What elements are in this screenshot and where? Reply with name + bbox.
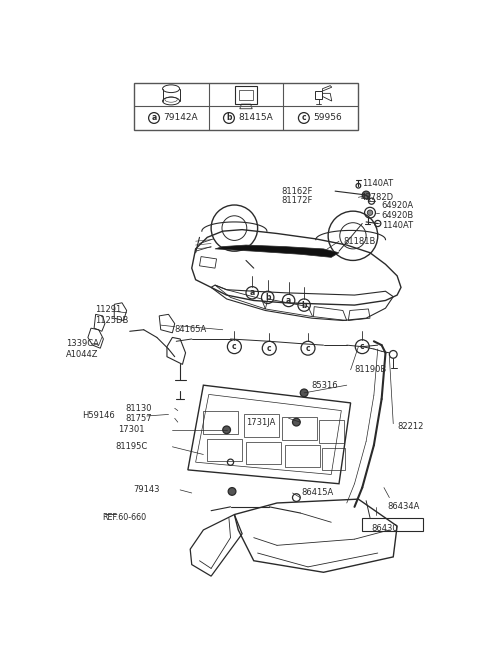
Text: 1140AT: 1140AT [362,179,394,188]
Text: 81195C: 81195C [115,442,147,451]
Polygon shape [215,245,339,257]
Text: 64920B: 64920B [382,211,414,220]
Text: b: b [226,113,232,123]
Text: 81130: 81130 [126,404,152,413]
Circle shape [362,191,370,199]
Text: 59956: 59956 [313,113,342,123]
Text: b: b [265,293,270,302]
Text: 82212: 82212 [397,422,423,431]
Text: 86415A: 86415A [302,489,334,497]
Text: 81172F: 81172F [281,196,312,205]
Text: 85316: 85316 [312,380,338,390]
Text: 79143: 79143 [133,485,159,495]
Circle shape [223,426,230,434]
Text: 64920A: 64920A [382,201,414,211]
Text: a: a [286,296,291,305]
Text: 1339CA: 1339CA [66,339,99,348]
Text: 17301: 17301 [118,425,144,434]
Text: 81415A: 81415A [238,113,273,123]
Text: c: c [232,342,237,351]
Text: c: c [360,342,365,351]
Text: REF.60-660: REF.60-660 [103,513,147,522]
Text: 81181B: 81181B [343,237,375,246]
Text: 86434A: 86434A [387,502,420,511]
Circle shape [292,419,300,426]
Text: c: c [267,344,272,353]
Text: 43782D: 43782D [360,193,394,202]
Text: a: a [250,288,255,297]
Text: H59146: H59146 [82,411,114,420]
Text: 81757: 81757 [126,414,153,422]
Text: 81162F: 81162F [281,187,312,195]
Text: c: c [301,113,306,123]
Text: b: b [301,300,307,310]
Text: 11291: 11291 [95,305,121,314]
Text: 1125DB: 1125DB [95,316,128,325]
Text: 86430: 86430 [372,524,398,533]
Circle shape [300,389,308,397]
Text: 1731JA: 1731JA [246,418,276,426]
Text: A1044Z: A1044Z [66,350,99,359]
Text: 81190B: 81190B [355,365,387,375]
Circle shape [228,487,236,495]
Text: 79142A: 79142A [163,113,198,123]
Text: 84165A: 84165A [175,325,207,335]
Circle shape [367,210,372,215]
Text: a: a [151,113,156,123]
Text: 1140AT: 1140AT [382,221,413,230]
Text: c: c [306,344,310,353]
